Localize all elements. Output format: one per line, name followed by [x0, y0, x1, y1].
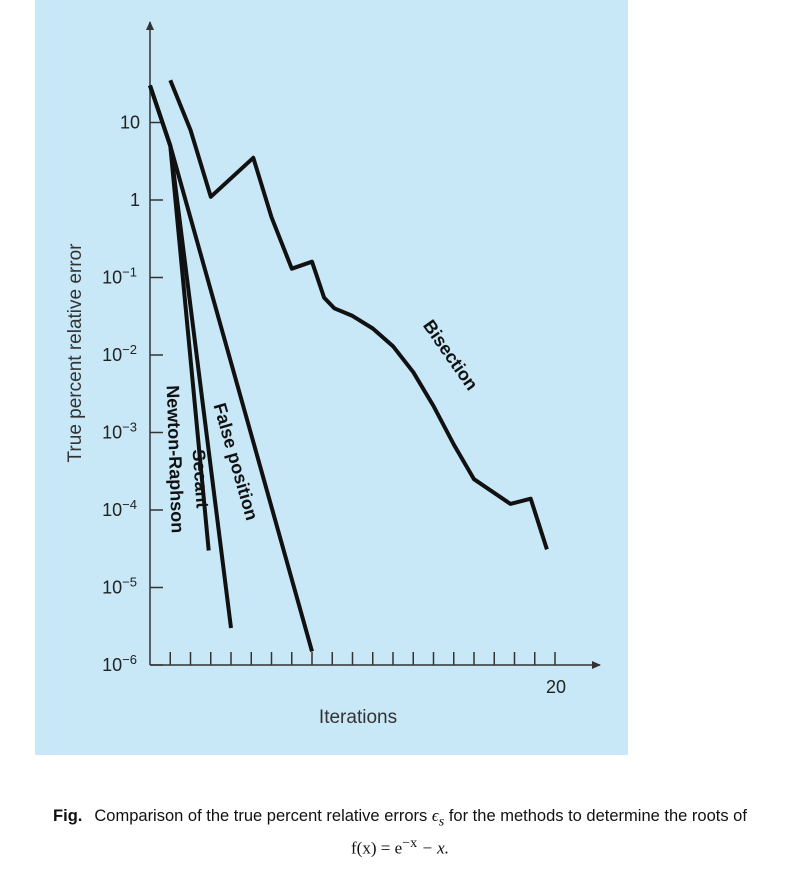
labels: Iterations True percent relative error: [65, 243, 397, 728]
y-tick-label-0: 10: [120, 113, 140, 133]
y-tick-label-2: 10−1: [102, 265, 137, 288]
caption-line-1: Fig. Comparison of the true percent relat…: [0, 805, 800, 832]
caption-text-post: for the methods to determine the roots o…: [448, 807, 747, 825]
series-label-newton-raphson: Newton-Raphson: [163, 385, 188, 534]
caption-formula: f(x) = e−x − x.: [351, 835, 449, 859]
series-label-secant: Secant: [189, 449, 213, 509]
axes: [146, 21, 601, 669]
y-tick-label-6: 10−5: [102, 575, 137, 598]
series-line-bisection: [168, 79, 549, 551]
caption-label: Fig.: [53, 807, 83, 825]
y-tick-label-3: 10−2: [102, 342, 137, 365]
y-tick-label-4: 10−3: [102, 420, 137, 443]
caption-epsilon: ϵs: [431, 806, 445, 830]
error-chart: 10 1 10−1 10−2 10−3 10−4 10−5 10−6 20 Newton-Rap…: [65, 21, 601, 728]
y-tick-label-7: 10−6: [102, 652, 137, 675]
x-tick-label-0: 20: [546, 677, 566, 697]
series-label-bisection: Bisection: [419, 316, 482, 394]
series-line-false-position: [148, 84, 314, 652]
y-tick-label-1: 1: [130, 190, 140, 210]
x-axis-title: Iterations: [319, 707, 397, 728]
y-tick-label-5: 10−4: [102, 497, 137, 520]
y-axis-title: True percent relative error: [65, 243, 86, 463]
caption-text-pre: Comparison of the true percent relative …: [94, 807, 428, 825]
figure-caption: Fig. Comparison of the true percent relat…: [0, 805, 800, 860]
figure-panel: [35, 0, 628, 755]
